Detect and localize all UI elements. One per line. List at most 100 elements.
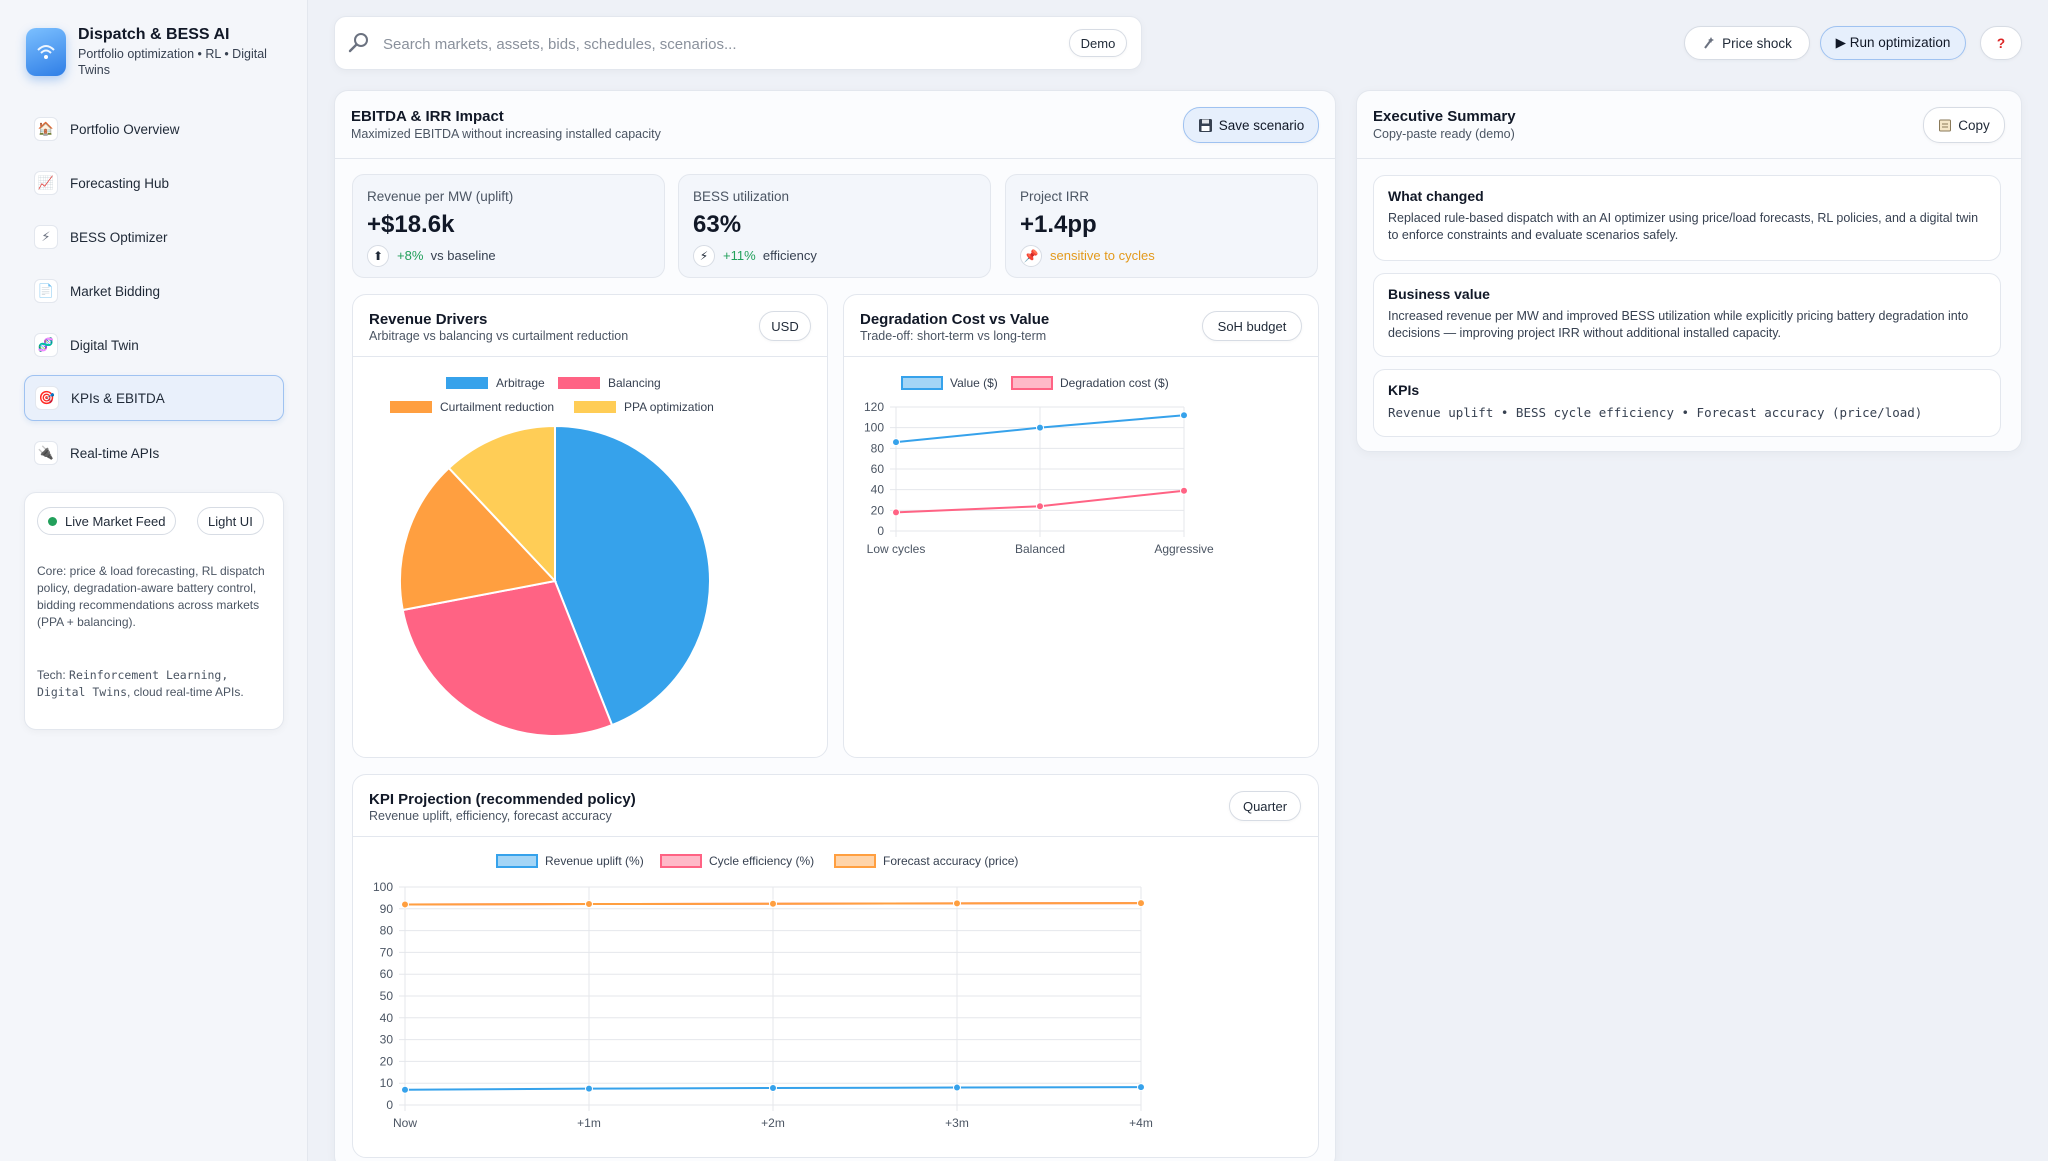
price-shock-label: Price shock bbox=[1722, 35, 1792, 51]
search-icon bbox=[348, 33, 368, 53]
live-market-feed-toggle[interactable]: Live Market Feed bbox=[37, 507, 177, 535]
legend-label-cycle-efficiency: Cycle efficiency (%) bbox=[709, 854, 814, 868]
kpi-label: Project IRR bbox=[1020, 189, 1090, 204]
kpi-delta: +11% efficiency bbox=[723, 248, 817, 263]
kpi-delta-note: efficiency bbox=[762, 248, 817, 263]
y-tick-label: 20 bbox=[871, 503, 885, 517]
price-shock-button[interactable]: Price shock bbox=[1684, 26, 1810, 60]
pie-slice-ppa-optimization bbox=[447, 424, 556, 584]
data-point-forecast-accuracy-price bbox=[401, 900, 409, 909]
legend-label-value: Value ($) bbox=[950, 376, 998, 390]
degradation-card: Degradation Cost vs Value Trade-off: sho… bbox=[843, 294, 1319, 758]
light-ui-toggle[interactable]: Light UI bbox=[197, 507, 264, 535]
panel-header: EBITDA & IRR Impact Maximized EBITDA wit… bbox=[335, 91, 1335, 159]
panel-title: Executive Summary bbox=[1373, 108, 1516, 125]
data-point-forecast-accuracy-price bbox=[585, 900, 593, 909]
card-header: Revenue Drivers Arbitrage vs balancing v… bbox=[353, 295, 827, 357]
soh-budget-button[interactable]: SoH budget bbox=[1202, 311, 1302, 341]
pie-slice-arbitrage bbox=[554, 424, 711, 727]
copy-button[interactable]: Copy bbox=[1923, 107, 2005, 143]
lightning-icon: ⚡ bbox=[693, 245, 715, 267]
sidebar-item-label: Market Bidding bbox=[70, 283, 161, 299]
legend-label-ppa-optimization: PPA optimization bbox=[624, 400, 714, 414]
live-status-dot bbox=[48, 516, 57, 526]
exec-block-text: Revenue uplift • BESS cycle efficiency •… bbox=[1388, 405, 1923, 420]
kpi-delta: sensitive to cycles bbox=[1050, 248, 1155, 263]
sidebar-item-label: KPIs & EBITDA bbox=[71, 390, 165, 406]
pie-slice-balancing bbox=[401, 579, 614, 737]
data-point-revenue-uplift bbox=[585, 1084, 593, 1093]
y-tick-label: 100 bbox=[864, 421, 884, 435]
sidebar-info-card: Live Market Feed Light UI Core: price & … bbox=[24, 492, 284, 730]
y-tick-label: 60 bbox=[871, 462, 885, 476]
run-optimization-button[interactable]: ▶ Run optimization bbox=[1820, 26, 1966, 60]
card-title: Revenue Drivers bbox=[369, 311, 488, 328]
data-point-revenue-uplift bbox=[401, 1085, 409, 1094]
exec-block-text: Increased revenue per MW and improved BE… bbox=[1388, 309, 1969, 340]
chart-icon: 📈 bbox=[34, 171, 58, 195]
save-scenario-button[interactable]: Save scenario bbox=[1183, 107, 1319, 143]
card-subtitle: Revenue uplift, efficiency, forecast acc… bbox=[369, 809, 612, 823]
panel-subtitle: Copy-paste ready (demo) bbox=[1373, 127, 1515, 141]
legend-label-curtailment-reduction: Curtailment reduction bbox=[440, 400, 554, 414]
sidebar-item-bess-optimizer[interactable]: ⚡ BESS Optimizer bbox=[24, 214, 284, 260]
kpi-value: +1.4pp bbox=[1020, 211, 1097, 238]
card-subtitle: Trade-off: short-term vs long-term bbox=[860, 329, 1047, 343]
sidebar: Dispatch & BESS AI Portfolio optimizatio… bbox=[0, 0, 308, 1161]
panel-subtitle: Maximized EBITDA without increasing inst… bbox=[351, 127, 661, 141]
tech-prefix: Tech: bbox=[37, 668, 70, 682]
currency-button[interactable]: USD bbox=[759, 311, 811, 341]
y-tick-label: 120 bbox=[864, 400, 884, 414]
dna-icon: 🧬 bbox=[34, 333, 58, 357]
exec-block-what-changed: What changed Replaced rule-based dispatc… bbox=[1373, 175, 2001, 261]
target-icon: 🎯 bbox=[35, 386, 59, 410]
legend-swatch-forecast-accuracy-price bbox=[834, 854, 876, 868]
card-title: Degradation Cost vs Value bbox=[860, 311, 1050, 328]
sidebar-item-forecasting-hub[interactable]: 📈 Forecasting Hub bbox=[24, 160, 284, 206]
app-logo-icon bbox=[26, 28, 66, 76]
kpi-card-bess-utilization: BESS utilization 63% ⚡ +11% efficiency bbox=[678, 174, 991, 278]
lightning-icon: ⚡ bbox=[34, 225, 58, 249]
demo-badge[interactable]: Demo bbox=[1069, 29, 1127, 57]
exec-block-title: What changed bbox=[1388, 188, 1484, 204]
data-point-value bbox=[1180, 411, 1188, 420]
x-tick-label: Balanced bbox=[1015, 542, 1065, 556]
data-point-forecast-accuracy-price bbox=[953, 899, 961, 908]
exec-block-text: Replaced rule-based dispatch with an AI … bbox=[1388, 211, 1979, 242]
sidebar-item-label: Forecasting Hub bbox=[70, 175, 170, 191]
y-tick-label: 90 bbox=[380, 902, 394, 916]
revenue-drivers-card: Revenue Drivers Arbitrage vs balancing v… bbox=[352, 294, 828, 758]
sidebar-item-portfolio-overview[interactable]: 🏠 Portfolio Overview bbox=[24, 106, 284, 152]
pushpin-icon: 📌 bbox=[1020, 245, 1042, 267]
exec-block-business-value: Business value Increased revenue per MW … bbox=[1373, 273, 2001, 357]
search-bar: Demo bbox=[334, 16, 1142, 70]
y-tick-label: 80 bbox=[871, 441, 885, 455]
kpi-label: Revenue per MW (uplift) bbox=[367, 189, 514, 204]
data-point-forecast-accuracy-price bbox=[769, 899, 777, 908]
y-tick-label: 60 bbox=[380, 967, 394, 981]
legend-label-balancing: Balancing bbox=[608, 376, 661, 390]
legend-label-degradation-cost: Degradation cost ($) bbox=[1060, 376, 1169, 390]
legend-swatch-ppa-optimization bbox=[574, 401, 616, 413]
y-tick-label: 70 bbox=[380, 945, 394, 959]
sidebar-item-real-time-apis[interactable]: 🔌 Real-time APIs bbox=[24, 430, 284, 476]
x-tick-label: Low cycles bbox=[867, 542, 926, 556]
legend-swatch-balancing bbox=[558, 377, 600, 389]
search-input[interactable] bbox=[383, 31, 1023, 57]
kpi-delta-value: +8% bbox=[397, 248, 424, 263]
kpi-delta: +8% vs baseline bbox=[397, 248, 496, 263]
revenue-pie-chart: Arbitrage Balancing Curtailment reduction P… bbox=[390, 376, 714, 737]
quarter-button[interactable]: Quarter bbox=[1229, 791, 1301, 821]
y-tick-label: 0 bbox=[386, 1098, 393, 1112]
y-tick-label: 40 bbox=[380, 1011, 394, 1025]
sidebar-item-label: Real-time APIs bbox=[70, 445, 160, 461]
legend-label-arbitrage: Arbitrage bbox=[496, 376, 545, 390]
plug-icon: 🔌 bbox=[34, 441, 58, 465]
y-tick-label: 40 bbox=[871, 483, 885, 497]
tech-suffix: , cloud real-time APIs. bbox=[127, 685, 244, 699]
sidebar-item-digital-twin[interactable]: 🧬 Digital Twin bbox=[24, 322, 284, 368]
x-tick-label: Aggressive bbox=[1154, 542, 1214, 556]
sidebar-item-market-bidding[interactable]: 📄 Market Bidding bbox=[24, 268, 284, 314]
help-button[interactable]: ? bbox=[1980, 26, 2022, 60]
sidebar-item-kpis-ebitda[interactable]: 🎯 KPIs & EBITDA bbox=[24, 375, 284, 421]
